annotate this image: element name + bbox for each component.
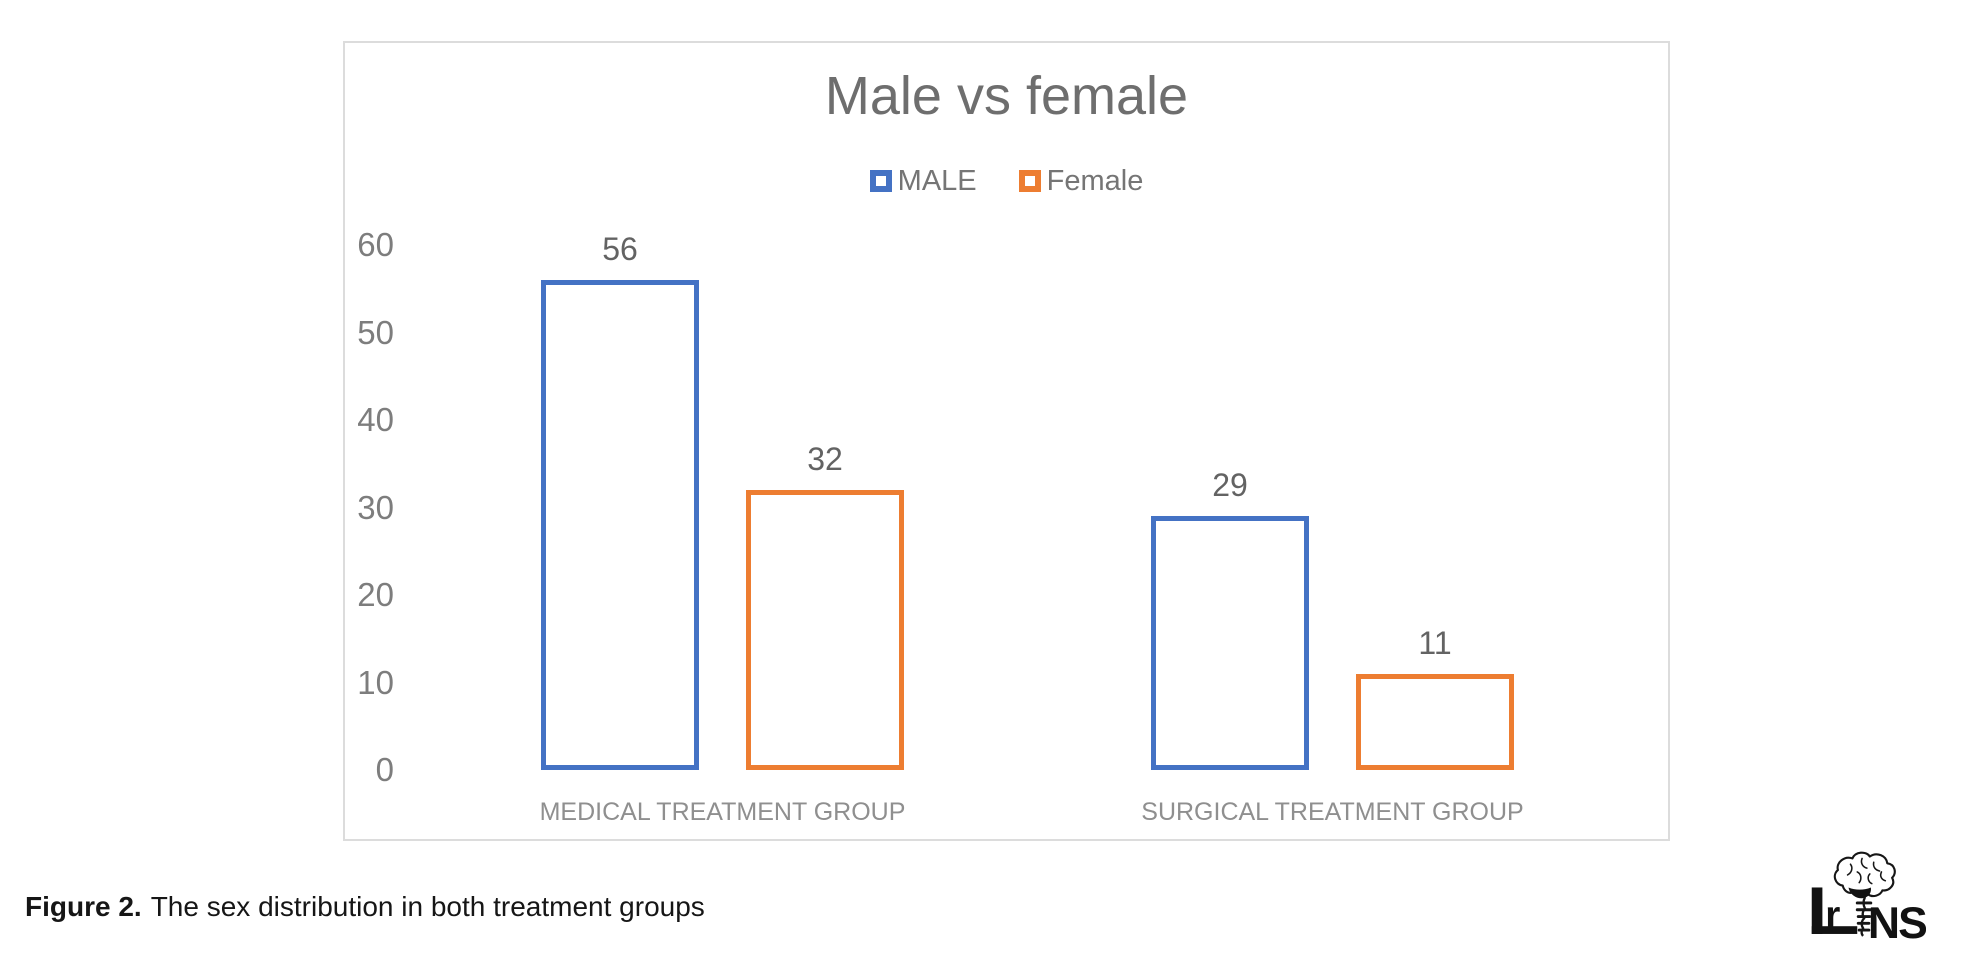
category-label: SURGICAL TREATMENT GROUP <box>1141 798 1524 826</box>
logo-letter-I <box>1811 887 1823 934</box>
bar-value-label: 56 <box>602 231 638 267</box>
y-axis-tick-label: 10 <box>357 663 394 701</box>
bar-female-1 <box>746 490 904 770</box>
y-axis-tick-label: 30 <box>357 488 394 526</box>
legend-label: MALE <box>897 164 977 197</box>
figure-caption: Figure 2. The sex distribution in both tr… <box>25 891 705 923</box>
y-axis-tick-label: 0 <box>375 751 394 788</box>
chart-title: Male vs female <box>824 66 1189 126</box>
bar-male-2 <box>1151 516 1309 770</box>
legend-swatch-icon <box>1018 170 1041 192</box>
legend-label: Female <box>1046 164 1144 197</box>
bar-value-label: 32 <box>807 441 843 477</box>
journal-logo: r NS <box>1804 849 1928 955</box>
brainstem-icon <box>1848 887 1871 899</box>
chart-panel: Male vs female MALE Female 0 10 20 30 40 50 60 5… <box>343 41 1670 841</box>
bar-value-label: 29 <box>1212 467 1248 504</box>
y-axis-tick-label: 50 <box>357 313 394 351</box>
y-axis-tick-label: 60 <box>357 226 394 263</box>
legend-swatch-icon <box>869 170 892 192</box>
logo-letters-NS: NS <box>1868 899 1926 948</box>
brain-and-spine-logo-icon: r NS <box>1811 851 1928 948</box>
bar-male-1 <box>541 280 699 770</box>
figure-caption-text: The sex distribution in both treatment g… <box>150 891 705 922</box>
legend-item-female: Female <box>1018 164 1144 198</box>
vertebrae-icon <box>1855 901 1873 932</box>
y-axis-tick-label: 20 <box>357 576 394 613</box>
legend-item-male: MALE <box>869 164 977 198</box>
chart-legend: MALE Female <box>345 163 1668 199</box>
logo-baseline-bar <box>1811 926 1858 934</box>
y-axis-tick-label: 40 <box>357 401 394 438</box>
brain-folds-icon <box>1846 857 1887 885</box>
bar-female-2 <box>1356 673 1514 770</box>
bar-value-label: 11 <box>1418 624 1452 661</box>
category-label: MEDICAL TREATMENT GROUP <box>539 798 906 826</box>
figure-caption-number: Figure 2. <box>25 891 142 922</box>
